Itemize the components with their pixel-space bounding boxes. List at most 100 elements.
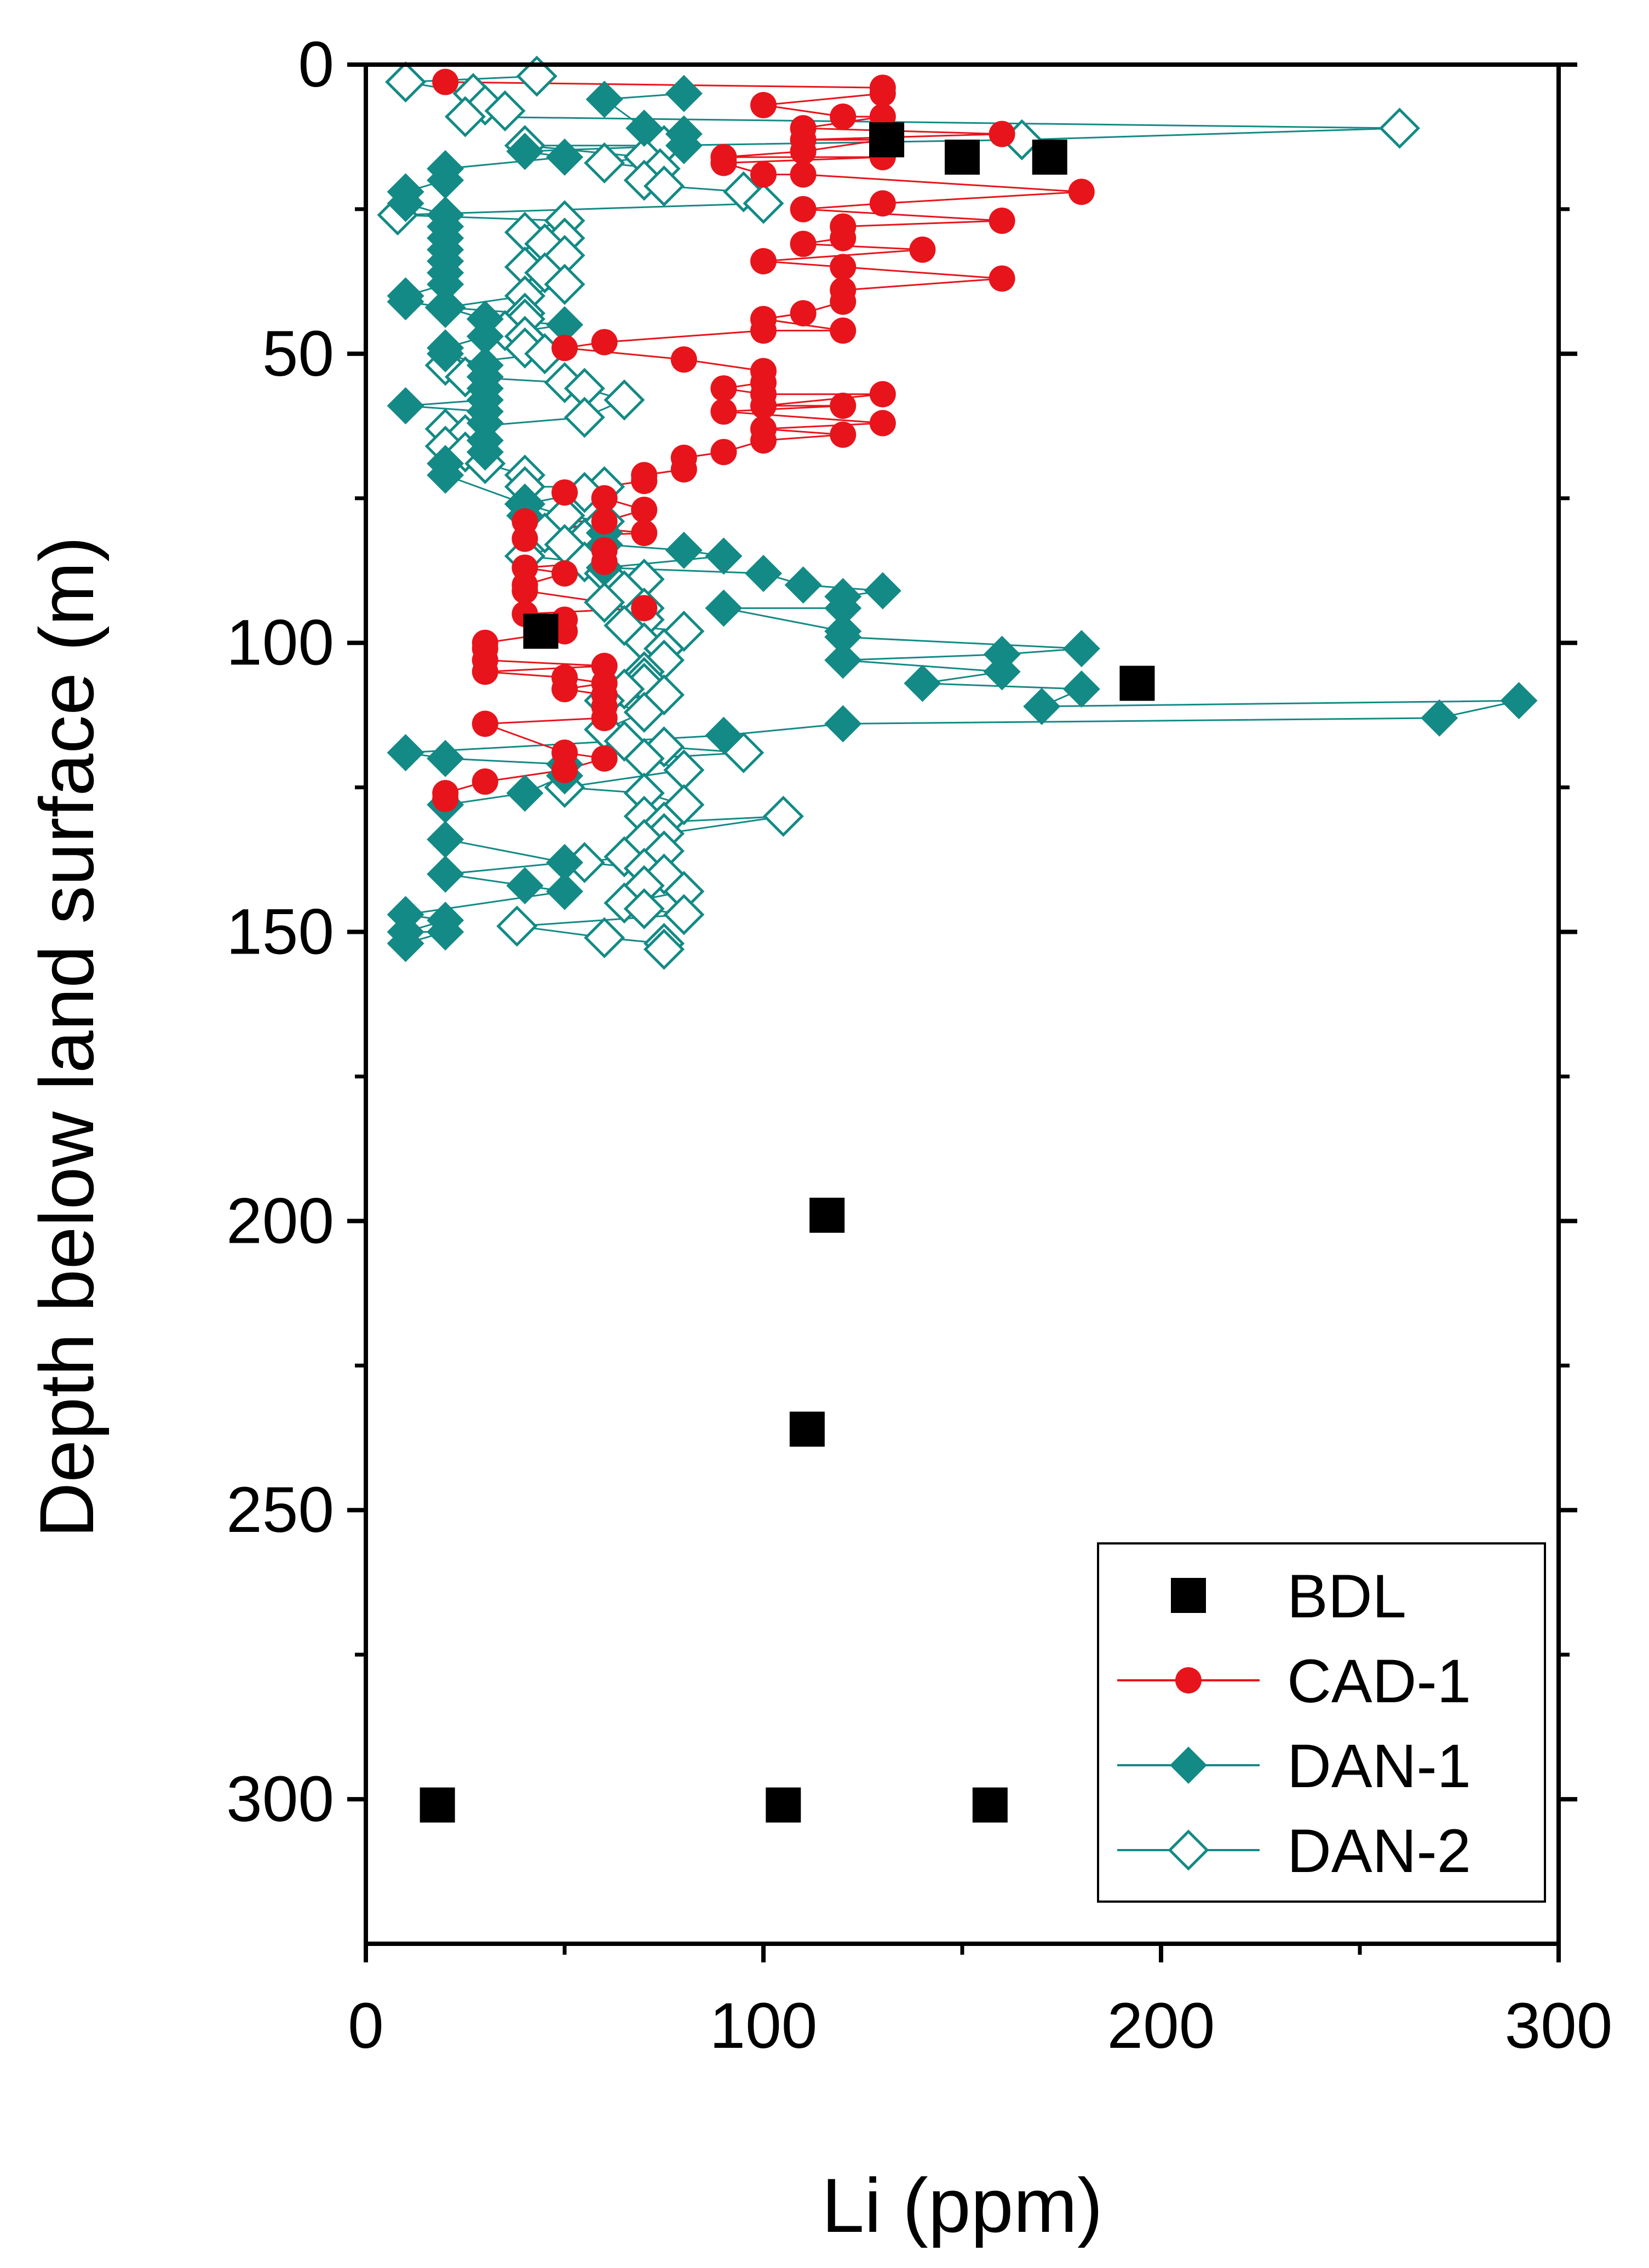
data-point-cad-1 — [750, 317, 777, 344]
data-point-cad-1 — [512, 577, 538, 604]
legend-marker — [1170, 1747, 1207, 1784]
data-point-cad-1 — [591, 329, 618, 355]
data-point-cad-1 — [989, 120, 1015, 147]
data-point-dan-1 — [427, 162, 464, 199]
data-point-cad-1 — [631, 496, 658, 523]
data-point-cad-1 — [750, 248, 777, 274]
data-point-cad-1 — [750, 392, 777, 419]
data-point-bdl — [789, 1411, 825, 1447]
data-point-cad-1 — [750, 427, 777, 454]
data-point-dan-1 — [1062, 630, 1100, 668]
data-point-cad-1 — [432, 785, 459, 812]
legend-item-dan-2: DAN-2 — [1117, 1817, 1471, 1885]
data-point-cad-1 — [790, 300, 817, 326]
data-point-dan-2 — [484, 90, 526, 131]
data-point-dan-1 — [1421, 699, 1458, 737]
legend-item-bdl: BDL — [1171, 1562, 1406, 1630]
data-point-cad-1 — [670, 456, 697, 483]
legend-marker — [1175, 1667, 1202, 1693]
data-point-cad-1 — [670, 346, 697, 373]
data-point-cad-1 — [909, 236, 936, 263]
axes-layer: 0 50 100 150 200 250 300 0 100 200 300 Li (ppm) Dept… — [24, 28, 1612, 2248]
data-point-dan-1 — [427, 913, 464, 951]
data-point-dan-2 — [604, 379, 645, 421]
data-point-cad-1 — [472, 768, 498, 795]
data-point-cad-1 — [551, 479, 578, 506]
data-point-dan-1 — [665, 74, 703, 112]
data-point-cad-1 — [512, 525, 538, 552]
legend-marker — [1168, 1829, 1209, 1871]
data-point-bdl — [1119, 665, 1155, 701]
data-point-dan-1 — [387, 734, 424, 772]
data-point-dan-2 — [584, 582, 625, 623]
data-point-cad-1 — [1068, 179, 1095, 205]
data-point-dan-1 — [665, 531, 703, 569]
data-point-dan-1 — [784, 566, 822, 604]
data-point-cad-1 — [432, 68, 459, 95]
data-point-dan-1 — [387, 387, 424, 424]
data-point-dan-1 — [705, 589, 743, 627]
y-axis-title: Depth below land surface (m) — [24, 536, 110, 1538]
data-point-dan-1 — [427, 289, 464, 326]
data-point-cad-1 — [869, 190, 896, 217]
data-point-dan-1 — [705, 716, 743, 754]
data-point-cad-1 — [551, 676, 578, 703]
data-point-cad-1 — [710, 150, 737, 176]
data-point-dan-1 — [983, 653, 1021, 691]
data-point-dan-1 — [665, 127, 703, 164]
data-point-cad-1 — [750, 161, 777, 188]
data-point-dan-2 — [544, 263, 585, 305]
data-point-dan-1 — [824, 618, 862, 656]
x-tick-label: 100 — [710, 1990, 818, 2062]
data-point-cad-1 — [551, 335, 578, 361]
data-point-dan-1 — [427, 820, 464, 858]
y-tick-label: 100 — [226, 607, 334, 679]
data-point-dan-1 — [824, 705, 862, 743]
data-point-dan-1 — [506, 133, 544, 170]
data-point-dan-2 — [584, 142, 625, 184]
x-axis-title: Li (ppm) — [821, 2162, 1102, 2248]
data-point-cad-1 — [710, 375, 737, 402]
data-point-cad-1 — [830, 254, 857, 280]
data-point-cad-1 — [591, 548, 618, 575]
data-point-dan-1 — [625, 110, 663, 147]
series-line-cad-1 — [444, 81, 1083, 799]
data-point-dan-2 — [623, 691, 665, 733]
data-point-dan-1 — [585, 81, 623, 118]
data-point-cad-1 — [750, 91, 777, 118]
data-point-dan-2 — [496, 905, 538, 947]
data-point-bdl — [869, 122, 905, 158]
legend-marker — [1171, 1578, 1206, 1613]
data-point-dan-1 — [1062, 670, 1100, 708]
data-point-dan-2 — [743, 182, 784, 224]
data-point-dan-1 — [824, 641, 862, 679]
data-point-dan-2 — [762, 795, 804, 837]
data-point-cad-1 — [790, 161, 817, 188]
data-point-dan-1 — [546, 138, 583, 176]
data-point-dan-1 — [506, 867, 544, 905]
data-point-dan-2 — [444, 96, 486, 137]
data-point-dan-2 — [663, 894, 705, 935]
data-point-dan-2 — [385, 61, 427, 103]
x-tick-label: 0 — [348, 1990, 384, 2062]
data-point-bdl — [1032, 139, 1067, 175]
data-point-cad-1 — [830, 392, 857, 419]
data-point-cad-1 — [472, 658, 498, 685]
data-point-cad-1 — [591, 745, 618, 772]
data-point-cad-1 — [790, 196, 817, 222]
data-point-dan-1 — [864, 572, 901, 610]
data-point-cad-1 — [790, 231, 817, 257]
legend-item-dan-1: DAN-1 — [1117, 1732, 1471, 1800]
data-point-cad-1 — [790, 138, 817, 165]
legend-label: BDL — [1287, 1562, 1406, 1630]
series-bdl — [420, 122, 1155, 1823]
data-point-cad-1 — [551, 756, 578, 783]
data-point-cad-1 — [869, 381, 896, 407]
data-point-dan-1 — [1500, 682, 1538, 720]
marks-layer — [377, 55, 1538, 1823]
data-point-cad-1 — [869, 410, 896, 437]
data-point-dan-1 — [466, 318, 504, 355]
data-point-bdl — [766, 1787, 801, 1823]
data-point-dan-1 — [387, 283, 424, 320]
x-tick-label: 200 — [1107, 1990, 1215, 2062]
